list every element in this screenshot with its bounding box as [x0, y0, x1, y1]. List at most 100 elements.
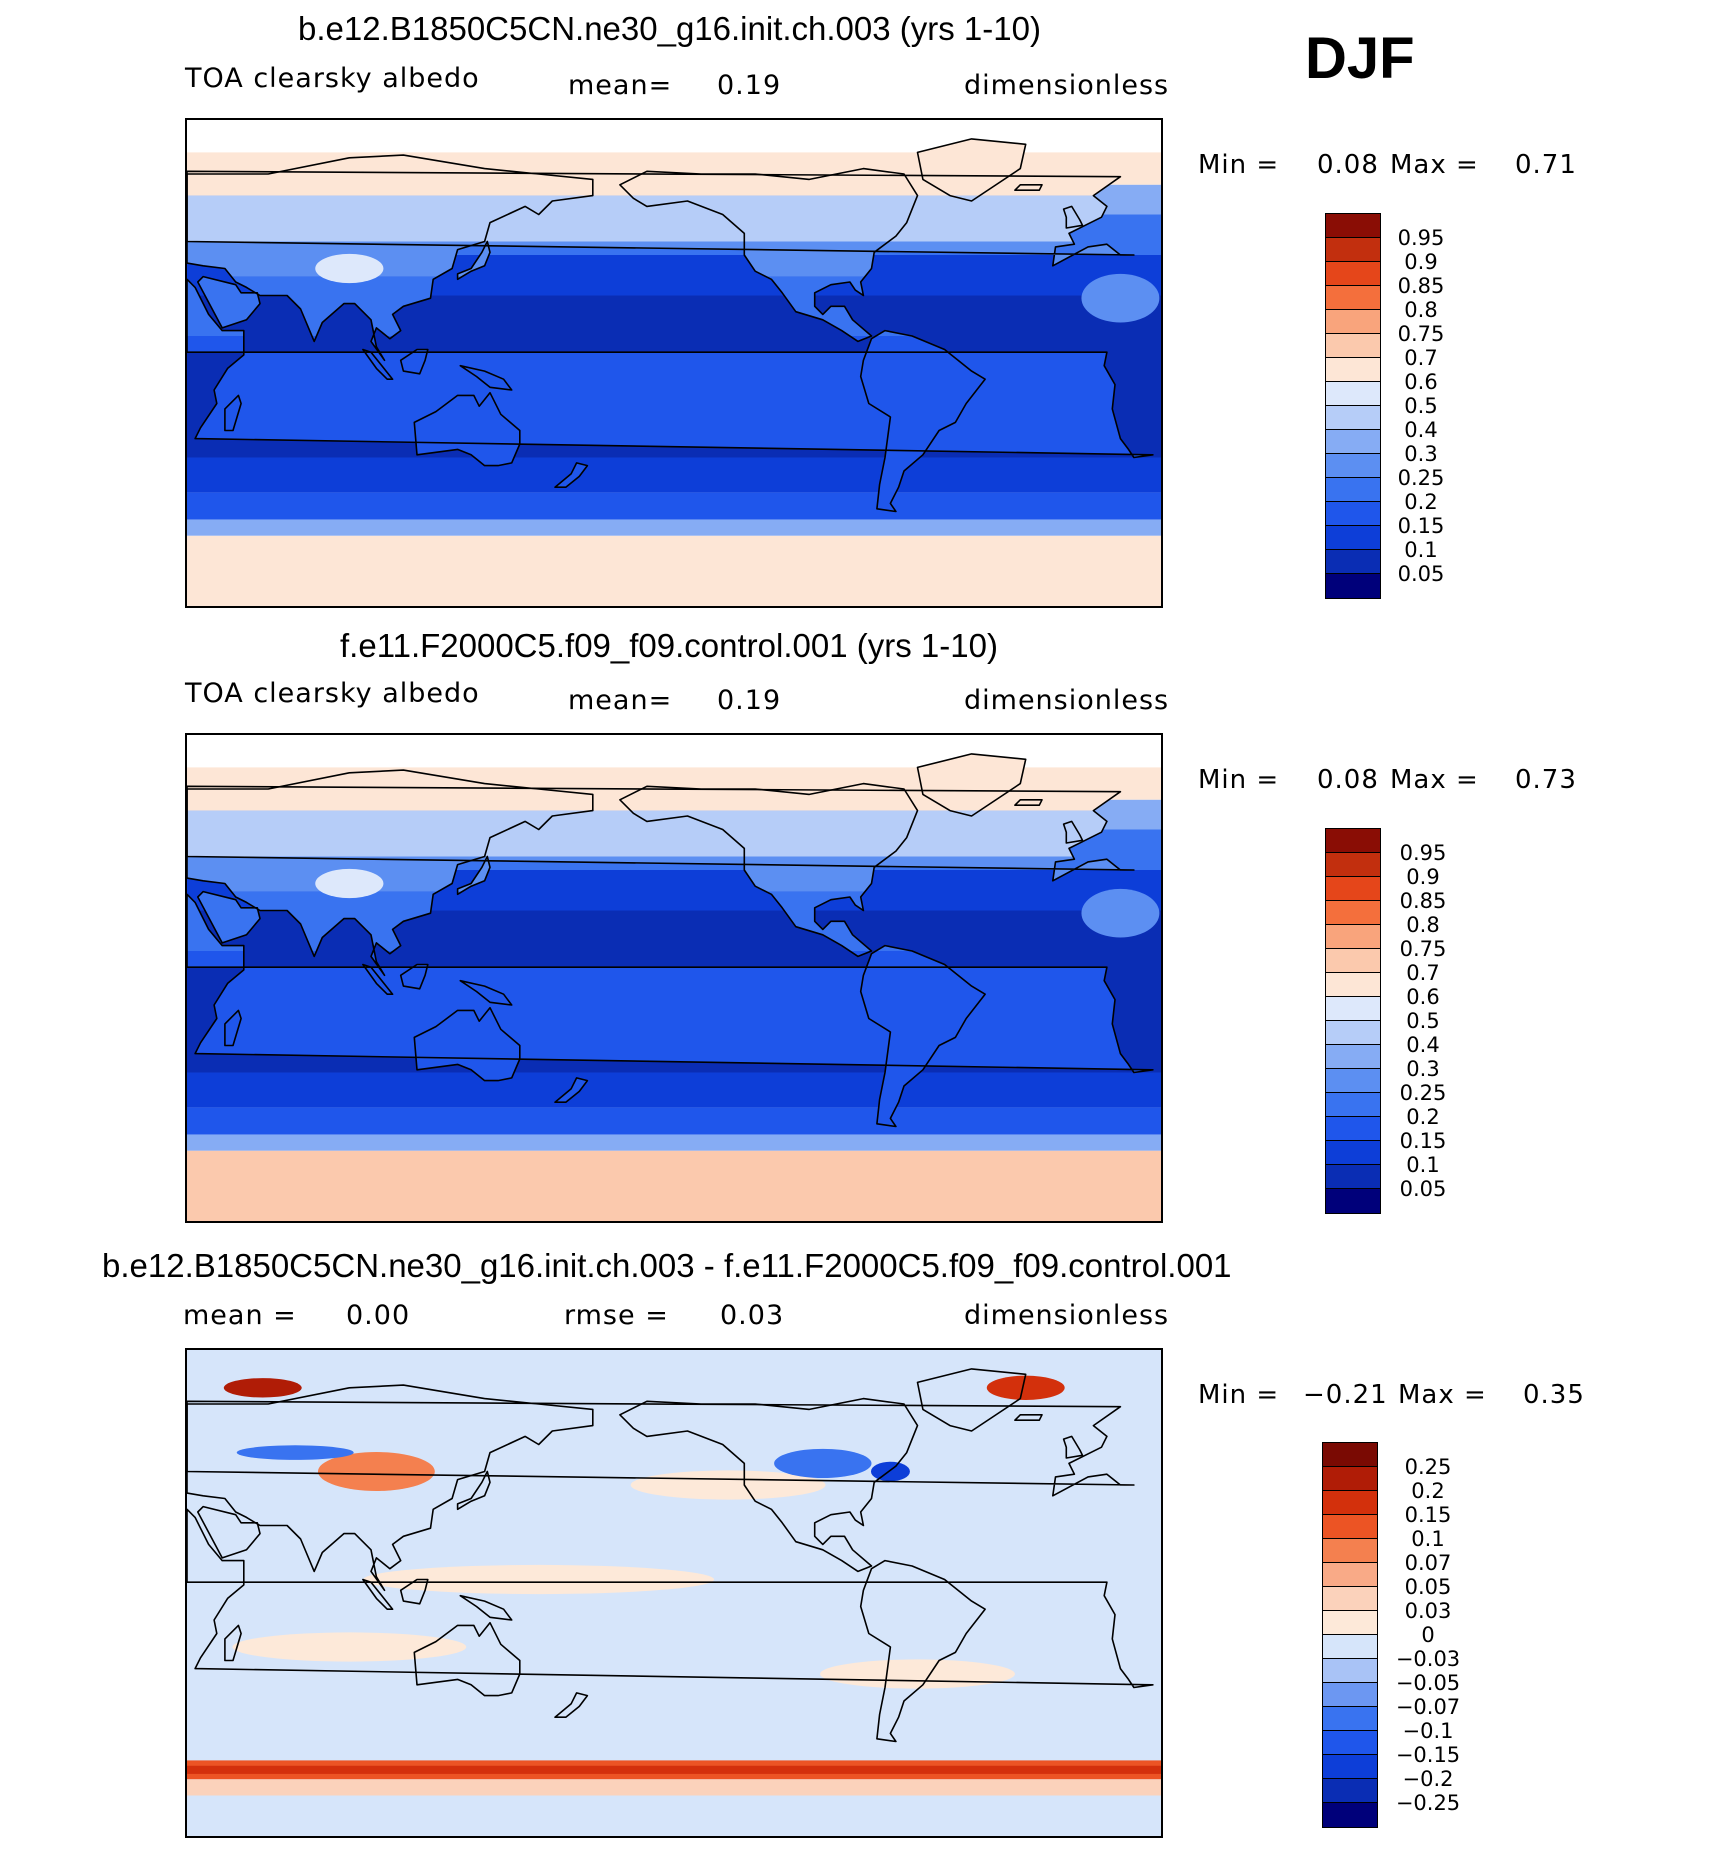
colorbar-tick-label: 0.2 — [1406, 1105, 1440, 1129]
coastline-3 — [187, 893, 1154, 1074]
colorbar-swatch — [1323, 1683, 1377, 1707]
southpolar-band — [187, 519, 1161, 536]
panel-3-min-value: −0.21 — [1303, 1380, 1388, 1410]
colorbar-swatch — [1323, 1491, 1377, 1515]
colorbar-swatch — [1326, 358, 1380, 382]
colorbar-tick-label: 0.15 — [1397, 514, 1445, 538]
indian-positive-strip — [232, 1632, 467, 1662]
colorbar-swatch — [1326, 949, 1380, 973]
colorbar-tick-label: 0.1 — [1406, 1153, 1440, 1177]
colorbar-tick-label: 0.95 — [1397, 226, 1445, 250]
asia-positive — [317, 1452, 435, 1491]
colorbar-tick-label: 0.85 — [1399, 889, 1447, 913]
colorbar-swatch — [1323, 1515, 1377, 1539]
coastline-0 — [187, 1384, 594, 1592]
coastline-6 — [859, 329, 986, 513]
coastline-4 — [413, 391, 521, 467]
sahara-patch — [1081, 888, 1160, 938]
colorbar-swatch — [1326, 1021, 1380, 1045]
panel-2-mean-value: 0.19 — [717, 685, 782, 716]
colorbar-swatch — [1326, 382, 1380, 406]
coastline-4 — [413, 1006, 521, 1082]
panel-3-map-plot — [187, 1350, 1161, 1836]
antarctic-band — [187, 1150, 1161, 1221]
coastline-1 — [187, 1400, 1135, 1497]
southmid-band — [187, 492, 1161, 520]
colorbar-swatch — [1323, 1467, 1377, 1491]
colorbar-tick-label: 0 — [1421, 1623, 1435, 1647]
panel-3-rmse-label: rmse = — [564, 1300, 669, 1331]
panel-1-variable: TOA clearsky albedo — [185, 63, 480, 94]
coastline-8 — [1062, 1435, 1084, 1459]
colorbar-swatch — [1326, 526, 1380, 550]
coastline-15 — [1014, 184, 1043, 191]
colorbar-swatch — [1326, 997, 1380, 1021]
coastline-12 — [362, 348, 394, 380]
coastline-9 — [224, 1624, 242, 1662]
southsub-band — [187, 1072, 1161, 1108]
coastline-14 — [459, 1594, 513, 1621]
colorbar-tick-label: 0.3 — [1404, 442, 1438, 466]
panel-2-min-label: Min = — [1198, 765, 1280, 795]
colorbar-swatch — [1326, 430, 1380, 454]
panel-2-min-value: 0.08 — [1317, 765, 1379, 795]
coastline-10 — [456, 1470, 491, 1511]
panel-3-mean-value: 0.00 — [346, 1300, 411, 1331]
panel-1-max-label: Max = — [1390, 150, 1479, 180]
panel-1-map — [185, 118, 1163, 608]
coastline-11 — [399, 1578, 429, 1605]
colorbar-tick-label: 0.15 — [1404, 1503, 1452, 1527]
colorbar-tick-label: 0.9 — [1404, 250, 1438, 274]
coastline-7 — [916, 1368, 1027, 1432]
panel-3-map — [185, 1348, 1163, 1838]
panel-3-min-label: Min = — [1198, 1380, 1280, 1410]
coastline-13 — [554, 1692, 589, 1718]
colorbar-tick-label: 0.25 — [1399, 1081, 1447, 1105]
colorbar-swatch — [1326, 829, 1380, 853]
panel-1-min-label: Min = — [1198, 150, 1280, 180]
southern-dark-band — [187, 1765, 1161, 1774]
colorbar-swatch — [1326, 1165, 1380, 1189]
panel-1-max-value: 0.71 — [1515, 150, 1577, 180]
greenland-sea-red — [986, 1375, 1065, 1400]
colorbar-tick-label: 0.4 — [1404, 418, 1438, 442]
coastline-15 — [1014, 1414, 1043, 1421]
season-label: DJF — [1305, 26, 1415, 91]
colorbar-swatch — [1326, 973, 1380, 997]
coastline-9 — [224, 1009, 242, 1047]
coastline-4 — [413, 1621, 521, 1697]
panel-2-map-plot — [187, 735, 1161, 1221]
colorbar-swatch — [1323, 1779, 1377, 1803]
colorbar-swatch — [1326, 1045, 1380, 1069]
coastline-10 — [456, 240, 491, 281]
colorbar-tick-label: 0.6 — [1406, 985, 1440, 1009]
coastline-12 — [362, 1578, 394, 1610]
colorbar-tick-label: 0.25 — [1404, 1455, 1452, 1479]
colorbar-tick-label: 0.8 — [1404, 298, 1438, 322]
colorbar-tick-label: 0.07 — [1404, 1551, 1452, 1575]
colorbar-tick-label: −0.2 — [1402, 1767, 1454, 1791]
colorbar-swatch — [1323, 1731, 1377, 1755]
coastline-5 — [619, 782, 919, 958]
colorbar-swatch — [1326, 901, 1380, 925]
coastline-5 — [619, 167, 919, 343]
colorbar-tick-label: 0.05 — [1399, 1177, 1447, 1201]
colorbar-swatch — [1326, 925, 1380, 949]
panel-2-map — [185, 733, 1163, 1223]
namerica-negative — [774, 1448, 872, 1478]
colorbar-swatch — [1326, 877, 1380, 901]
sahara-patch — [1081, 273, 1160, 323]
colorbar-tick-label: 0.1 — [1404, 538, 1438, 562]
coastline-2 — [197, 890, 261, 944]
coastline-1 — [187, 170, 1135, 267]
coastline-15 — [1014, 799, 1043, 806]
coastline-2 — [197, 275, 261, 329]
colorbar-swatch — [1323, 1611, 1377, 1635]
panel-1-min-value: 0.08 — [1317, 150, 1379, 180]
coastline-9 — [224, 394, 242, 432]
panel-2-colorbar — [1325, 828, 1381, 1214]
tibet-patch — [315, 868, 384, 899]
colorbar-tick-label: −0.1 — [1402, 1719, 1454, 1743]
colorbar-tick-label: 0.05 — [1404, 1575, 1452, 1599]
colorbar-tick-label: −0.03 — [1395, 1647, 1461, 1671]
